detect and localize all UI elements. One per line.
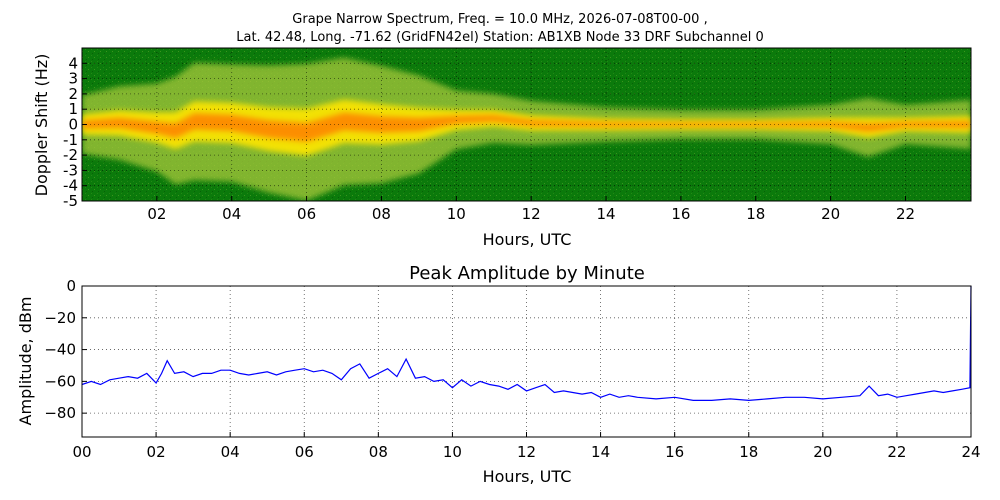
- figure-title-line1: Grape Narrow Spectrum, Freq. = 10.0 MHz,…: [292, 12, 708, 27]
- spectrogram-heat: [82, 57, 971, 201]
- spectrogram-y-tick-label: -5: [63, 192, 78, 210]
- amplitude-x-axis-label: Hours, UTC: [483, 467, 572, 486]
- amplitude-series-line: [81, 285, 972, 402]
- spectrogram-y-tick-label: 4: [68, 54, 78, 72]
- amplitude-x-tick-label: 10: [443, 443, 462, 461]
- spectrogram-y-tick-label: -3: [63, 161, 78, 179]
- amplitude-y-ticks: 0 −20 −40 −60 −80: [44, 277, 87, 422]
- amplitude-x-tick-label: 16: [665, 443, 684, 461]
- amplitude-x-tick-label: 08: [369, 443, 388, 461]
- amplitude-title: Peak Amplitude by Minute: [409, 263, 645, 284]
- spectrogram-x-tick-label: 12: [522, 205, 541, 223]
- amplitude-x-tick-label: 02: [147, 443, 166, 461]
- spectrogram-y-tick-label: -4: [63, 177, 78, 195]
- spectrogram-y-tick-label: 3: [68, 70, 78, 88]
- spectrogram-y-tick-label: 0: [68, 116, 78, 134]
- amplitude-x-tick-label: 22: [887, 443, 906, 461]
- amplitude-y-tick-label: −80: [44, 404, 76, 422]
- spectrogram-ridge-core: [82, 112, 971, 142]
- amplitude-plot-area: [82, 286, 971, 437]
- amplitude-y-tick-label: −60: [44, 372, 76, 390]
- spectrogram-x-axis-label: Hours, UTC: [483, 230, 572, 249]
- amplitude-x-tick-label: 06: [295, 443, 314, 461]
- spectrogram-y-tick-label: 2: [68, 85, 78, 103]
- spectrogram-x-tick-label: 04: [222, 205, 241, 223]
- spectrogram-x-tick-label: 20: [821, 205, 840, 223]
- spectrogram-x-tick-label: 08: [372, 205, 391, 223]
- spectrogram-x-tick-label: 22: [896, 205, 915, 223]
- amplitude-x-tick-label: 20: [813, 443, 832, 461]
- spectrogram-x-tick-label: 10: [447, 205, 466, 223]
- amplitude-x-tick-label: 14: [591, 443, 610, 461]
- spectrogram-y-tick-label: -1: [63, 131, 78, 149]
- amplitude-y-tick-label: −40: [44, 341, 76, 359]
- figure-title-line2: Lat. 42.48, Long. -71.62 (GridFN42el) St…: [236, 30, 764, 45]
- spectrogram-x-tick-label: 02: [147, 205, 166, 223]
- amplitude-x-ticks: 00 02 04 06 08 10 12 14 16 18 20 22 24: [72, 432, 981, 461]
- amplitude-x-tick-label: 24: [961, 443, 980, 461]
- amplitude-y-tick-label: −20: [44, 309, 76, 327]
- amplitude-x-tick-label: 18: [739, 443, 758, 461]
- amplitude-y-axis-label: Amplitude, dBm: [16, 297, 35, 426]
- spectrogram-x-tick-label: 06: [297, 205, 316, 223]
- amplitude-x-tick-label: 04: [221, 443, 240, 461]
- spectrogram-y-tick-label: -2: [63, 146, 78, 164]
- spectrogram-x-tick-label: 18: [746, 205, 765, 223]
- spectrogram-y-axis-label: Doppler Shift (Hz): [32, 54, 51, 197]
- amplitude-x-tick-label: 12: [517, 443, 536, 461]
- spectrogram-x-tick-label: 14: [596, 205, 615, 223]
- amplitude-x-tick-label: 00: [72, 443, 91, 461]
- spectrogram-ridge-band: [82, 99, 971, 156]
- amplitude-panel: Peak Amplitude by Minute 00 02 04 06 08 10 12 1…: [16, 263, 981, 486]
- spectrogram-x-ticks: 02 04 06 08 10 12 14 16 18 20 22: [147, 196, 915, 223]
- amplitude-y-tick-label: 0: [66, 277, 76, 295]
- spectrogram-x-tick-label: 16: [671, 205, 690, 223]
- spectrogram-y-tick-label: 1: [68, 100, 78, 118]
